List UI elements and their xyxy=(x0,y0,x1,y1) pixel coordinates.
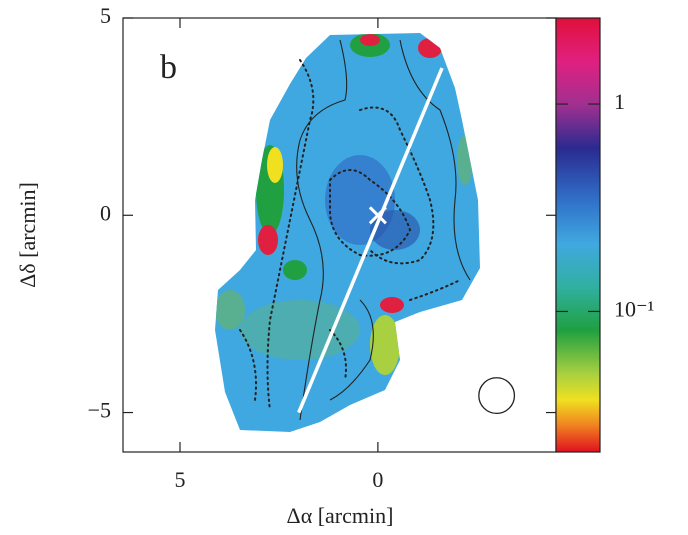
y-tick-label: 5 xyxy=(100,3,111,28)
x-axis-label: Δα [arcmin] xyxy=(287,503,394,528)
panel-label: b xyxy=(160,49,177,86)
colorbar-tick-label: 10⁻¹ xyxy=(614,296,654,321)
cut-line xyxy=(297,67,444,414)
colorbar-tick-label: 1 xyxy=(614,89,625,114)
y-axis-label: Δδ [arcmin] xyxy=(15,182,40,288)
center-marker xyxy=(368,206,387,225)
y-tick-label: −5 xyxy=(88,398,111,423)
contours xyxy=(239,39,471,421)
x-tick-label: 5 xyxy=(174,467,185,492)
beam xyxy=(478,377,516,415)
y-tick-label: 0 xyxy=(100,200,111,225)
x-tick-label: 0 xyxy=(372,467,383,492)
colorbar xyxy=(555,17,601,453)
